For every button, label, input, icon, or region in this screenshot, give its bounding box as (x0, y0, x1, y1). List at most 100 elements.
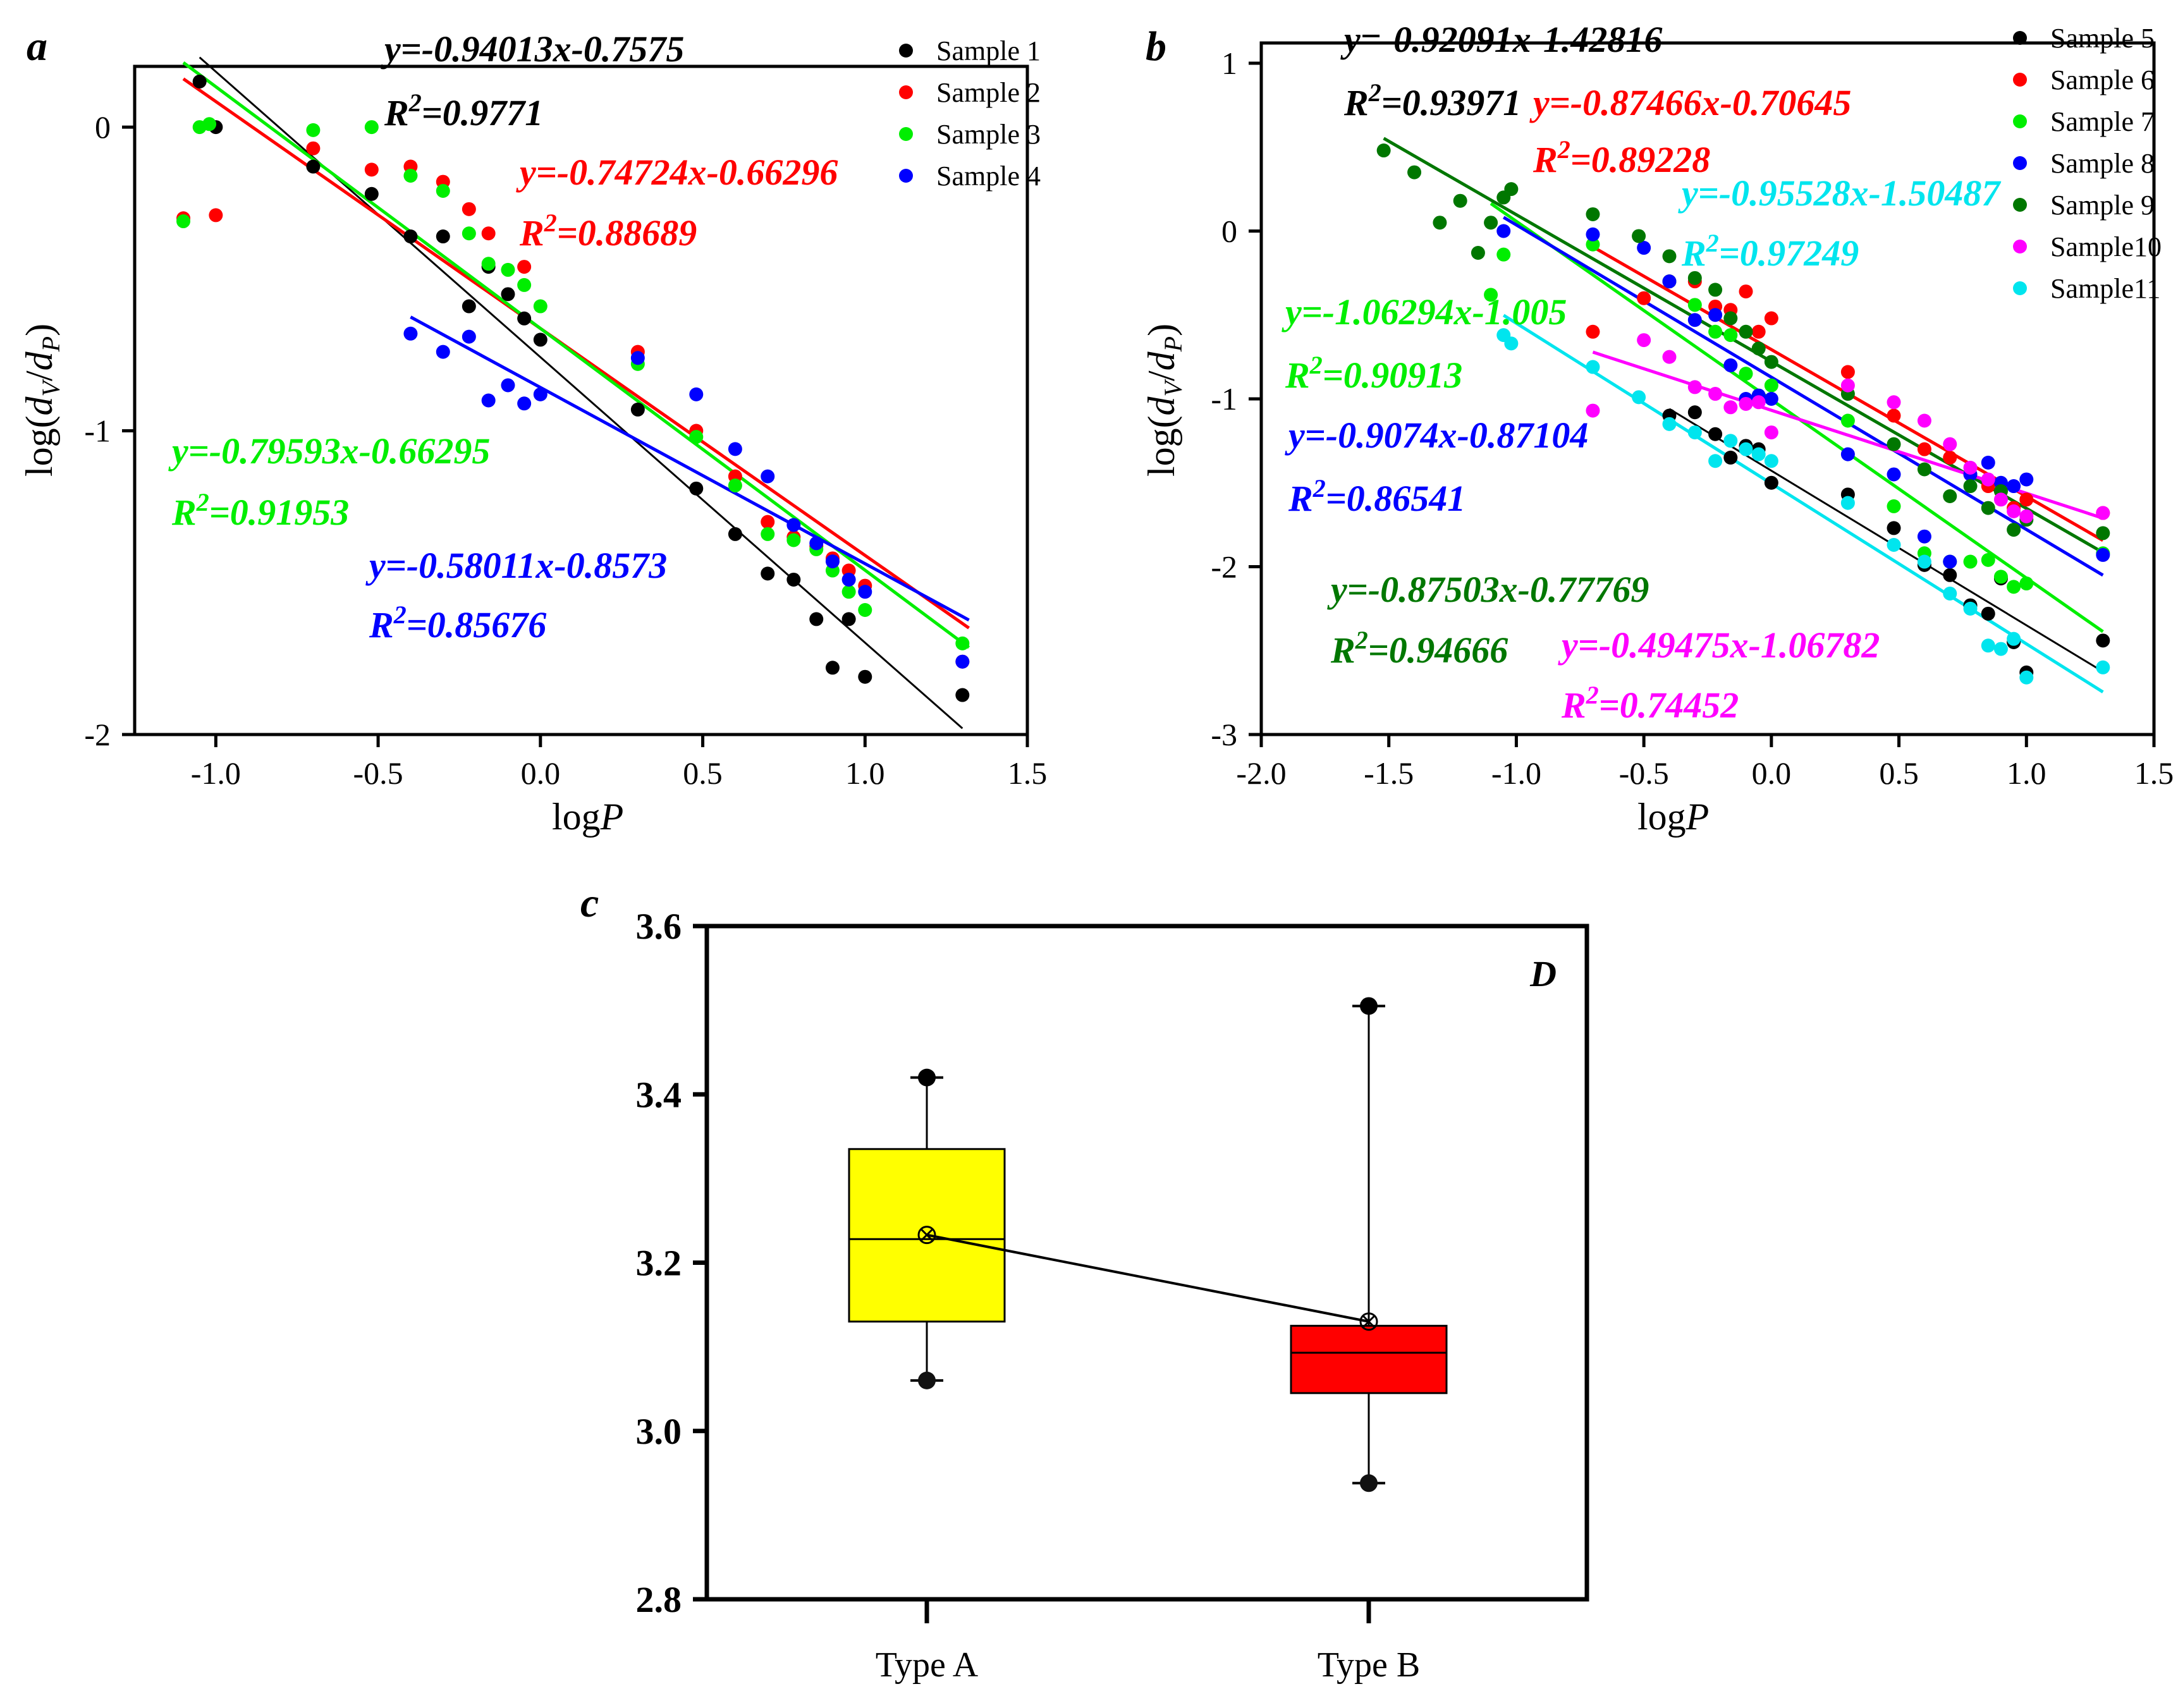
data-point (364, 162, 379, 177)
panel-a-y-tick-label: -2 (84, 717, 111, 752)
data-point (858, 669, 872, 684)
data-point (501, 262, 515, 277)
min-point (918, 1371, 936, 1389)
panel-a-y-tick-label: -1 (84, 413, 111, 449)
data-point (1739, 442, 1753, 456)
data-point (462, 226, 476, 241)
data-point (1637, 291, 1651, 305)
panel-a-x-tick-label: -1.0 (191, 755, 241, 791)
data-point (1471, 246, 1485, 260)
data-point (517, 311, 532, 326)
data-point (1586, 227, 1600, 241)
sample11-r2: R2=0.97249 (1681, 229, 1859, 274)
data-point (689, 430, 704, 444)
data-point (1586, 207, 1600, 221)
data-point (462, 299, 476, 314)
max-point (918, 1068, 936, 1087)
sample10-equation: y=-0.49475x-1.06782 (1558, 625, 1880, 666)
sample10-r2: R2=0.74452 (1561, 681, 1739, 726)
data-point (1917, 529, 1931, 544)
data-point (1981, 472, 1995, 487)
panel-a-x-tick-label: 0.0 (521, 755, 561, 791)
data-point (809, 612, 824, 626)
panel-c-boxes (848, 997, 1448, 1492)
sample4-r2-value: =0.85676 (407, 604, 547, 645)
sample3-r2-value: =0.91953 (209, 492, 350, 533)
data-point (481, 393, 496, 408)
sample5-r2: R2=0.93971 (1343, 78, 1521, 123)
data-point (1993, 570, 2008, 584)
data-point (1723, 434, 1738, 448)
data-point (841, 585, 856, 599)
sample6-equation: y=-0.87466x-0.70645 (1529, 82, 1851, 123)
data-point (1963, 601, 1978, 616)
data-point (1632, 229, 1646, 243)
data-point (192, 75, 207, 89)
data-point (1751, 395, 1766, 410)
data-point (1637, 241, 1651, 255)
sample2-r2: R2=0.88689 (519, 209, 697, 253)
sample6-r2: R2=0.89228 (1533, 135, 1710, 180)
panel-b-x-tick-label: 0.0 (1752, 755, 1792, 791)
legend-marker (2013, 31, 2027, 45)
data-point (1993, 492, 2008, 507)
data-point (1723, 311, 1738, 326)
data-point (1586, 403, 1600, 418)
data-point (728, 479, 742, 493)
sample8-equation: y=-0.9074x-0.87104 (1285, 415, 1588, 456)
sample6-r2-value: =0.89228 (1570, 139, 1711, 180)
panel-b-points (1376, 143, 2110, 685)
data-point (1376, 143, 1391, 158)
legend-label: Sample 9 (2050, 190, 2155, 221)
sample9-r2-value: =0.94666 (1368, 630, 1508, 671)
data-point (1739, 284, 1753, 299)
data-point (1981, 638, 1995, 653)
data-point (2019, 576, 2034, 591)
data-point (1840, 365, 1855, 379)
panel-a-x-tick-label: 0.5 (683, 755, 723, 791)
panel-b-x-tick-label: -2.0 (1236, 755, 1286, 791)
data-point (689, 387, 704, 401)
data-point (825, 661, 840, 675)
data-point (1708, 387, 1723, 401)
data-point (209, 208, 223, 223)
data-point (1887, 408, 1901, 423)
sample7-equation: y=-1.06294x-1.005 (1282, 291, 1567, 332)
panel-a-y-tick-label: 0 (95, 109, 111, 145)
data-point (1764, 311, 1778, 326)
data-point (1407, 165, 1422, 180)
panel-c-y-tick-label: 3.6 (636, 906, 682, 947)
data-point (1981, 606, 1995, 621)
panel-c-category-label: Type A (876, 1645, 979, 1685)
mean-marker-cross (920, 1228, 934, 1241)
data-point (1433, 216, 1447, 230)
data-point (1943, 489, 1957, 503)
panel-c-corner-label: D (1529, 953, 1557, 994)
data-point (761, 566, 775, 581)
data-point (761, 469, 775, 484)
data-point (955, 654, 970, 669)
data-point (1723, 328, 1738, 343)
panel-b-y-tick-label: -1 (1211, 381, 1237, 417)
data-point (1708, 427, 1723, 441)
sample5-equation: y=-0.92091x-1.42816 (1340, 19, 1662, 60)
data-point (1739, 367, 1753, 381)
data-point (858, 603, 872, 618)
panel-b: b -2.0 -1.5 -1.0 -0.5 0.0 0.5 1.0 1.5 -3 -2 -1 0 1 l… (1141, 19, 2174, 838)
sample2-r2-value: =0.88689 (557, 212, 697, 253)
panel-c-y-tick-label: 3.0 (636, 1411, 682, 1452)
sample11-equation: y=-0.95528x-1.50487 (1678, 173, 2001, 214)
data-point (858, 585, 872, 599)
data-point (2019, 670, 2034, 685)
data-point (1981, 501, 1995, 515)
data-point (1943, 554, 1957, 569)
data-point (1751, 341, 1766, 356)
panel-b-x-tick-label: -0.5 (1619, 755, 1669, 791)
fit-line (410, 315, 970, 622)
panel-a-x-tick-label: -0.5 (353, 755, 403, 791)
data-point (306, 123, 321, 137)
legend-marker (2013, 114, 2027, 128)
panel-c-plot-frame (704, 924, 1589, 1602)
data-point (1840, 413, 1855, 428)
data-point (809, 536, 824, 551)
